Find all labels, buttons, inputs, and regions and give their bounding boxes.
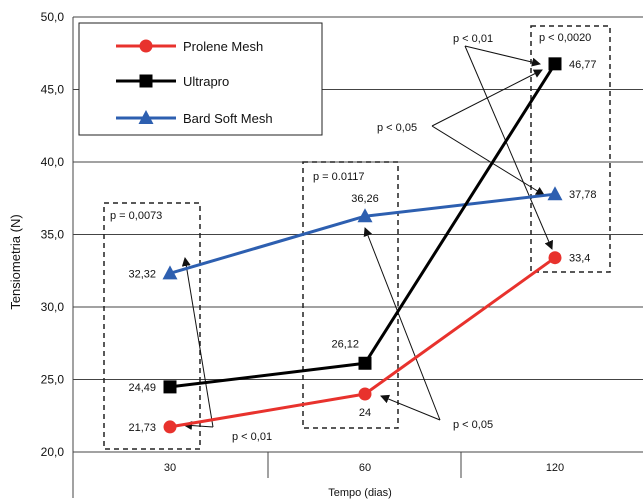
pvalue-label-120-top: p < 0,01 xyxy=(453,33,493,45)
series-line-triangle xyxy=(169,192,556,275)
y-tick-label: 20,0 xyxy=(41,445,65,459)
data-label: 24 xyxy=(359,407,371,419)
x-axis: 30 60 120 xyxy=(72,17,564,498)
y-tick-label: 40,0 xyxy=(41,155,65,169)
x-tick-label: 120 xyxy=(546,462,564,474)
data-point xyxy=(357,208,373,223)
data-labels: 21,73 24 33,4 24,49 26,12 46,77 32,32 36,26 37,7… xyxy=(128,59,596,434)
y-tick-label: 30,0 xyxy=(41,300,65,314)
y-tick-label: 25,0 xyxy=(41,373,65,387)
data-point xyxy=(358,387,372,401)
data-label: 32,32 xyxy=(128,268,156,280)
legend-marker xyxy=(139,39,153,53)
x-tick-label: 60 xyxy=(359,462,371,474)
data-point xyxy=(548,57,562,71)
significance-box-60 xyxy=(302,161,399,429)
arrow-60-b xyxy=(380,394,441,421)
legend-label: Ultrapro xyxy=(183,74,229,89)
legend-box xyxy=(78,22,323,136)
box-label-60: p = 0.0117 xyxy=(313,171,364,183)
arrow-120-c xyxy=(431,69,543,127)
significance-box-30 xyxy=(103,202,201,450)
y-tick-label: 45,0 xyxy=(41,83,65,97)
data-point xyxy=(162,265,178,280)
box-label-120: p < 0,0020 xyxy=(539,32,591,44)
data-label: 26,12 xyxy=(331,338,359,350)
data-label: 21,73 xyxy=(128,422,156,434)
arrow-30-b xyxy=(183,421,214,431)
data-label: 33,4 xyxy=(569,253,590,265)
arrow-120-d xyxy=(431,125,545,196)
data-label: 46,77 xyxy=(569,59,597,71)
data-point xyxy=(548,251,562,265)
data-label: 24,49 xyxy=(128,382,156,394)
x-axis-label: Tempo (dias) xyxy=(328,487,392,499)
data-point xyxy=(163,420,177,434)
data-point xyxy=(358,356,372,370)
legend-label: Prolene Mesh xyxy=(183,39,263,54)
data-label: 37,78 xyxy=(569,189,597,201)
box-label-30: p = 0,0073 xyxy=(110,210,162,222)
series-line-circle xyxy=(169,256,556,429)
data-point xyxy=(163,380,177,394)
pvalue-label-30: p < 0,01 xyxy=(232,431,272,443)
arrow-120-a xyxy=(464,45,541,67)
pvalue-label-60: p < 0,05 xyxy=(453,419,493,431)
arrow-60-a xyxy=(363,227,441,421)
significance-boxes xyxy=(103,25,611,450)
y-tick-label: 35,0 xyxy=(41,228,65,242)
series-layer xyxy=(162,57,563,434)
x-tick-label: 30 xyxy=(164,462,176,474)
y-axis-label: Tensiometria (N) xyxy=(8,214,23,309)
legend-label: Bard Soft Mesh xyxy=(183,111,273,126)
data-point xyxy=(547,186,563,201)
arrow-30-a xyxy=(181,257,214,428)
legend-marker xyxy=(138,110,154,124)
pvalue-arrows xyxy=(181,45,553,431)
pvalue-label-120-mid: p < 0,05 xyxy=(377,122,417,134)
y-tick-label: 50,0 xyxy=(41,10,65,24)
data-label: 36,26 xyxy=(351,193,379,205)
significance-box-120 xyxy=(530,25,611,273)
y-axis-ticks: 20,0 25,0 30,0 35,0 40,0 45,0 50,0 xyxy=(41,10,65,459)
arrow-120-b xyxy=(464,45,553,250)
legend-marker xyxy=(139,74,153,88)
legend: Prolene Mesh Ultrapro Bard Soft Mesh xyxy=(78,22,323,136)
